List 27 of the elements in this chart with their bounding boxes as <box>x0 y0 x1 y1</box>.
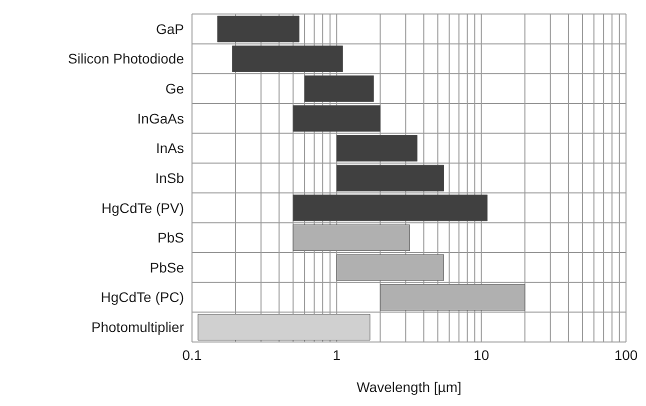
y-tick-label: InSb <box>155 170 184 186</box>
y-tick-label: PbS <box>158 230 184 246</box>
bar <box>292 194 488 222</box>
x-tick-label: 10 <box>474 346 490 363</box>
x-tick-label: 100 <box>614 346 638 363</box>
x-tick-label: 1 <box>332 346 341 363</box>
y-tick-label: PbSe <box>150 259 184 276</box>
y-tick-label: HgCdTe (PC) <box>100 289 184 306</box>
bar <box>336 254 444 281</box>
y-tick-label: InGaAs <box>137 110 184 126</box>
bar <box>336 164 444 192</box>
x-axis-title: Wavelength [µm] <box>356 379 462 395</box>
x-tick-label: 0.1 <box>182 346 202 363</box>
y-tick-label: GaP <box>156 20 184 37</box>
bar <box>304 75 374 102</box>
y-tick-label: Photomultiplier <box>91 319 184 336</box>
bar <box>232 46 343 72</box>
y-tick-label: HgCdTe (PV) <box>102 200 184 216</box>
y-tick-label: InAs <box>156 140 184 156</box>
bar <box>198 314 370 340</box>
bar <box>292 224 410 251</box>
bar <box>292 105 380 132</box>
bar <box>380 284 526 311</box>
y-tick-label: Ge <box>165 80 184 97</box>
y-tick-label: Silicon Photodiode <box>68 50 184 67</box>
bar <box>336 135 418 162</box>
bar <box>217 16 300 42</box>
